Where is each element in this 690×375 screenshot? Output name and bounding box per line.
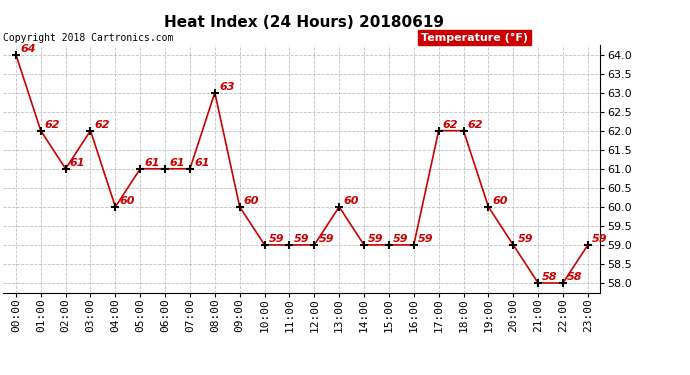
Text: 62: 62 bbox=[45, 120, 61, 130]
Text: 61: 61 bbox=[194, 158, 210, 168]
Text: 60: 60 bbox=[344, 196, 359, 206]
Text: 62: 62 bbox=[443, 120, 458, 130]
Text: 60: 60 bbox=[493, 196, 508, 206]
Text: 63: 63 bbox=[219, 82, 235, 92]
Text: 61: 61 bbox=[169, 158, 185, 168]
Text: 59: 59 bbox=[268, 234, 284, 244]
Text: 60: 60 bbox=[244, 196, 259, 206]
Text: 61: 61 bbox=[70, 158, 86, 168]
Text: 62: 62 bbox=[468, 120, 483, 130]
Text: 59: 59 bbox=[294, 234, 309, 244]
Text: 62: 62 bbox=[95, 120, 110, 130]
Text: 59: 59 bbox=[592, 234, 607, 244]
Text: 59: 59 bbox=[393, 234, 408, 244]
Text: 59: 59 bbox=[319, 234, 334, 244]
Text: Temperature (°F): Temperature (°F) bbox=[421, 33, 529, 42]
Text: 58: 58 bbox=[542, 272, 558, 282]
Text: Copyright 2018 Cartronics.com: Copyright 2018 Cartronics.com bbox=[3, 33, 174, 42]
Text: 58: 58 bbox=[567, 272, 582, 282]
Text: 61: 61 bbox=[144, 158, 160, 168]
Text: 60: 60 bbox=[119, 196, 135, 206]
Text: 59: 59 bbox=[518, 234, 533, 244]
Text: Heat Index (24 Hours) 20180619: Heat Index (24 Hours) 20180619 bbox=[164, 15, 444, 30]
Text: 59: 59 bbox=[418, 234, 433, 244]
Text: 59: 59 bbox=[368, 234, 384, 244]
Text: 64: 64 bbox=[20, 44, 36, 54]
